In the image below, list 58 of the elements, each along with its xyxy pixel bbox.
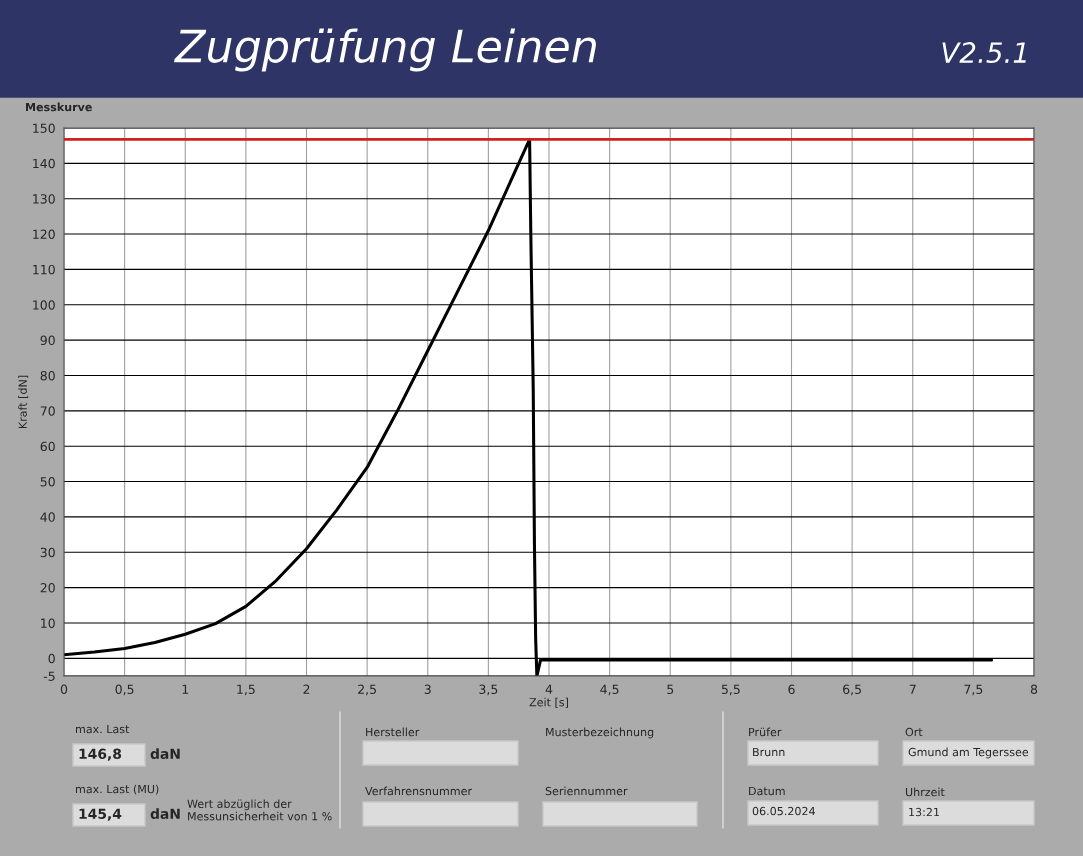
text: 145,4 <box>79 808 122 821</box>
y-tick-label: 10 <box>41 618 55 628</box>
x-tick-label: 0 <box>60 684 68 695</box>
x-tick-label: 1 <box>182 684 189 694</box>
text: Datum <box>749 786 785 796</box>
y-tick-label: 140 <box>33 158 55 169</box>
x-tick-label: 7 <box>909 684 916 694</box>
text: Brunn <box>753 747 785 757</box>
chart-subtitle: V2.5.1 <box>942 42 1026 64</box>
x-tick-label: 8 <box>1030 684 1038 695</box>
y-tick-label: 90 <box>40 335 55 346</box>
y-tick-label: 130 <box>33 194 55 204</box>
y-tick-label: 40 <box>40 512 55 522</box>
y-axis-title: Kraft [dN] <box>18 375 29 429</box>
text: 146,8 <box>79 748 122 761</box>
y-tick-label: 30 <box>40 547 55 558</box>
text: Prüfer <box>749 727 782 737</box>
x-tick-label: 7,5 <box>964 684 983 696</box>
y-tick-label: 0 <box>48 653 55 664</box>
y-tick-label: 60 <box>40 441 55 452</box>
y-tick-label: 110 <box>33 264 55 275</box>
x-tick-label: 2 <box>303 684 310 694</box>
y-tick-label: 150 <box>33 123 55 133</box>
y-tick-label: 120 <box>33 229 55 239</box>
text: Musterbezeichnung <box>546 727 654 739</box>
text: 06.05.2024 <box>752 806 815 816</box>
x-tick-label: 6 <box>788 684 795 695</box>
y-tick-label: -5 <box>43 671 55 681</box>
y-tick-label: 50 <box>40 477 55 487</box>
text: Uhrzeit <box>905 787 945 797</box>
chart-title: Zugprüfung Leinen <box>174 28 596 72</box>
x-tick-label: 2,5 <box>358 684 376 696</box>
x-tick-label: 5 <box>667 684 674 695</box>
y-tick-label: 80 <box>40 370 55 381</box>
x-tick-label: 4 <box>545 684 553 694</box>
x-tick-label: 1,5 <box>237 684 255 696</box>
text: max. Last (MU) <box>76 784 159 795</box>
text: Seriennummer <box>545 786 628 796</box>
text: Messkurve <box>26 102 92 112</box>
y-tick-label: 20 <box>40 583 55 593</box>
y-tick-label: 100 <box>33 300 55 310</box>
text: Verfahrensnummer <box>365 786 473 796</box>
text: daN <box>150 808 180 820</box>
text: 13:21 <box>909 807 939 817</box>
text: Gmund am Tegerssee <box>908 747 1029 759</box>
x-tick-label: 5,5 <box>721 684 740 696</box>
x-axis-title: Zeit [s] <box>529 697 568 708</box>
y-tick-label: 70 <box>40 406 55 416</box>
x-tick-label: 0,5 <box>115 684 134 696</box>
x-tick-label: 3 <box>424 684 431 695</box>
text: Ort <box>905 727 923 737</box>
x-tick-label: 3,5 <box>479 684 498 696</box>
x-tick-label: 6,5 <box>843 684 861 696</box>
x-tick-label: 4,5 <box>600 684 619 696</box>
text: max. Last <box>76 724 130 734</box>
text: Wert abzüglich der Messunsicherheit von 1 % <box>187 799 332 821</box>
text: Hersteller <box>366 727 420 737</box>
text: daN <box>150 748 180 760</box>
